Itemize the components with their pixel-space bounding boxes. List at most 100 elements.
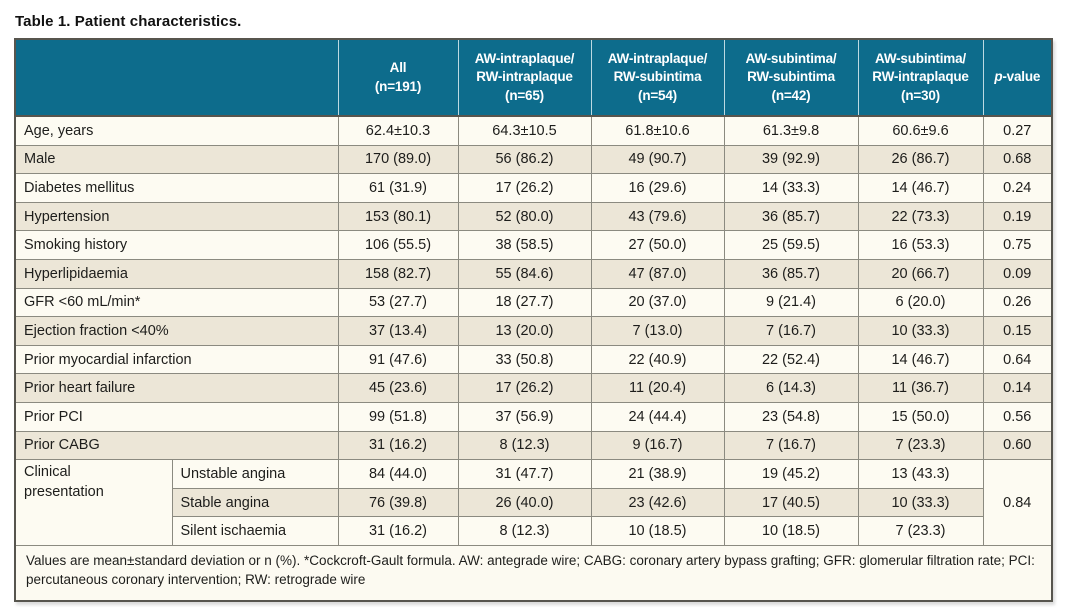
cell-value: 17 (26.2) [457,173,592,203]
cell-value: 55 (84.6) [457,258,592,289]
cell-p-value: 0.26 [982,287,1053,318]
cell-value: 20 (37.0) [590,287,725,318]
cell-value: 9 (21.4) [723,287,859,318]
cell-value: 76 (39.8) [337,487,459,518]
row-label: Age, years [14,115,339,146]
cell-value: 106 (55.5) [337,230,459,260]
cell-value: 15 (50.0) [857,401,984,432]
cell-p-value: 0.15 [982,316,1053,346]
cell-value: 31 (47.7) [457,459,592,489]
footnote-row: Values are mean±standard deviation or n … [14,544,1053,602]
cell-value: 22 (73.3) [857,201,984,232]
table-header: All (n=191) AW-intraplaque/ RW-intraplaq… [14,38,1053,117]
row-label: Prior heart failure [14,373,339,403]
cell-value: 22 (52.4) [723,344,859,375]
row-label: Prior CABG [14,430,339,461]
cell-value: 13 (20.0) [457,316,592,346]
cell-value: 20 (66.7) [857,258,984,289]
cell-value: 31 (16.2) [337,516,459,546]
row-sublabel: Unstable angina [171,459,339,489]
cell-p-value: 0.75 [982,230,1053,260]
cell-value: 8 (12.3) [457,516,592,546]
cell-p-value-clinical: 0.84 [982,459,1053,546]
row-label-clinical-presentation: Clinical presentation [14,459,173,546]
table-row-silent-ischaemia: Silent ischaemia 31 (16.2) 8 (12.3) 10 (… [15,516,1052,546]
cell-value: 26 (86.7) [857,144,984,175]
table-row-prior-pci: Prior PCI 99 (51.8) 37 (56.9) 24 (44.4) … [14,401,1053,432]
header-cell-all: All (n=191) [337,38,459,117]
row-label: Prior myocardial infarction [14,344,339,375]
cell-value: 61 (31.9) [337,173,459,203]
cell-value: 36 (85.7) [723,201,859,232]
row-label: Male [14,144,339,175]
cell-p-value: 0.64 [982,344,1053,375]
cell-value: 7 (16.7) [723,316,859,346]
cell-value: 22 (40.9) [590,344,725,375]
cell-value: 45 (23.6) [337,373,459,403]
patient-characteristics-table: All (n=191) AW-intraplaque/ RW-intraplaq… [14,38,1053,602]
table-row-ejection-fraction: Ejection fraction <40% 37 (13.4) 13 (20.… [14,316,1053,346]
cell-value: 6 (20.0) [857,287,984,318]
cell-value: 17 (26.2) [457,373,592,403]
row-sublabel: Silent ischaemia [171,516,339,546]
cell-p-value: 0.09 [982,258,1053,289]
cell-p-value: 0.60 [982,430,1053,461]
table-body: Age, years 62.4±10.3 64.3±10.5 61.8±10.6… [14,115,1053,546]
table-row-unstable-angina: Clinical presentation Unstable angina 84… [14,459,1053,546]
cell-value: 6 (14.3) [723,373,859,403]
header-cell-aw-subintima-rw-subintima: AW-subintima/ RW-subintima (n=42) [723,38,859,117]
cell-value: 9 (16.7) [590,430,725,461]
cell-value: 14 (46.7) [857,344,984,375]
cell-value: 23 (42.6) [590,487,725,518]
row-label: Hyperlipidaemia [14,258,339,289]
cell-value: 49 (90.7) [590,144,725,175]
cell-value: 24 (44.4) [590,401,725,432]
row-label: Smoking history [14,230,339,260]
cell-value: 10 (18.5) [723,516,859,546]
cell-value: 33 (50.8) [457,344,592,375]
cell-p-value: 0.56 [982,401,1053,432]
cell-value: 27 (50.0) [590,230,725,260]
cell-value: 21 (38.9) [590,459,725,489]
table-row-prior-cabg: Prior CABG 31 (16.2) 8 (12.3) 9 (16.7) 7… [14,430,1053,461]
header-cell-aw-subintima-rw-intraplaque: AW-subintima/ RW-intraplaque (n=30) [857,38,984,117]
header-row: All (n=191) AW-intraplaque/ RW-intraplaq… [14,38,1053,117]
row-label: Prior PCI [14,401,339,432]
table-row-male: Male 170 (89.0) 56 (86.2) 49 (90.7) 39 (… [14,144,1053,175]
p-value-rest: -value [1002,69,1041,85]
cell-value: 37 (13.4) [337,316,459,346]
cell-value: 61.3±9.8 [723,115,859,146]
cell-value: 39 (92.9) [723,144,859,175]
table-row-diabetes: Diabetes mellitus 61 (31.9) 17 (26.2) 16… [14,173,1053,203]
cell-value: 31 (16.2) [337,430,459,461]
header-cell-aw-intraplaque-rw-intraplaque: AW-intraplaque/ RW-intraplaque (n=65) [457,38,592,117]
table-row-prior-mi: Prior myocardial infarction 91 (47.6) 33… [14,344,1053,375]
row-sublabel: Stable angina [171,487,339,518]
cell-value: 11 (20.4) [590,373,725,403]
row-label: Diabetes mellitus [14,173,339,203]
table-title: Table 1. Patient characteristics. [15,13,242,30]
cell-value: 61.8±10.6 [590,115,725,146]
cell-p-value: 0.68 [982,144,1053,175]
footnote-text: Values are mean±standard deviation or n … [14,544,1053,602]
table-row-stable-angina: Stable angina 76 (39.8) 26 (40.0) 23 (42… [15,487,1052,518]
cell-value: 13 (43.3) [857,459,984,489]
cell-value: 10 (18.5) [590,516,725,546]
cell-value: 60.6±9.6 [857,115,984,146]
cell-value: 84 (44.0) [337,459,459,489]
cell-value: 43 (79.6) [590,201,725,232]
cell-value: 153 (80.1) [337,201,459,232]
cell-value: 56 (86.2) [457,144,592,175]
cell-value: 10 (33.3) [857,316,984,346]
cell-value: 26 (40.0) [457,487,592,518]
row-label: Ejection fraction <40% [14,316,339,346]
cell-value: 16 (29.6) [590,173,725,203]
cell-value: 11 (36.7) [857,373,984,403]
cell-value: 37 (56.9) [457,401,592,432]
cell-value: 25 (59.5) [723,230,859,260]
table-row-hyperlipidaemia: Hyperlipidaemia 158 (82.7) 55 (84.6) 47 … [14,258,1053,289]
cell-value: 99 (51.8) [337,401,459,432]
cell-value: 158 (82.7) [337,258,459,289]
table-row-prior-heart-failure: Prior heart failure 45 (23.6) 17 (26.2) … [14,373,1053,403]
row-label: Hypertension [14,201,339,232]
